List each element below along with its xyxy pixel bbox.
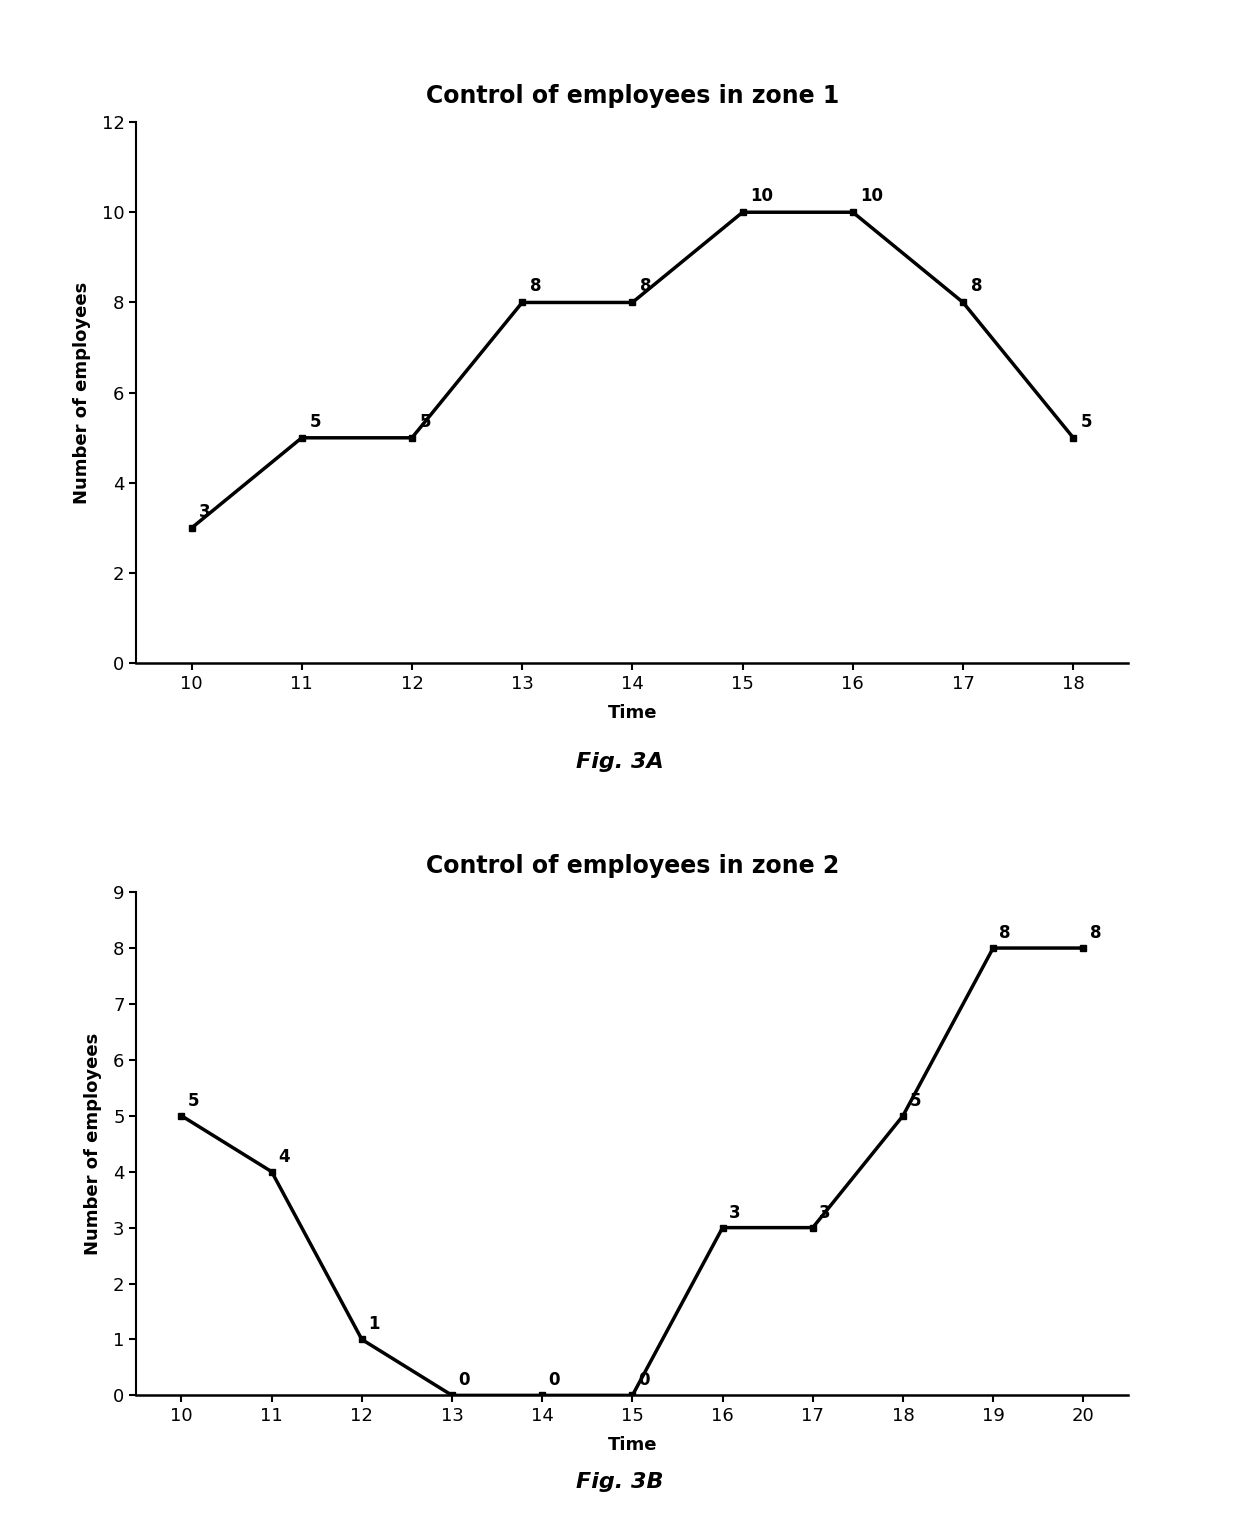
Y-axis label: Number of employees: Number of employees — [84, 1032, 102, 1255]
Text: 3: 3 — [729, 1203, 740, 1222]
Text: 5: 5 — [909, 1092, 921, 1110]
Text: 8: 8 — [640, 278, 651, 296]
Text: 0: 0 — [459, 1371, 470, 1389]
Text: 3: 3 — [200, 503, 211, 520]
Text: 8: 8 — [999, 924, 1011, 942]
X-axis label: Time: Time — [608, 705, 657, 723]
Text: 5: 5 — [187, 1092, 200, 1110]
Text: 8: 8 — [1090, 924, 1101, 942]
X-axis label: Time: Time — [608, 1437, 657, 1455]
Text: 10: 10 — [750, 188, 774, 204]
Text: 0: 0 — [548, 1371, 560, 1389]
Text: 5: 5 — [419, 413, 432, 430]
Title: Control of employees in zone 1: Control of employees in zone 1 — [425, 84, 839, 108]
Text: 0: 0 — [639, 1371, 650, 1389]
Text: 5: 5 — [310, 413, 321, 430]
Text: 1: 1 — [368, 1316, 379, 1333]
Text: 3: 3 — [820, 1203, 831, 1222]
Text: 5: 5 — [1081, 413, 1092, 430]
Text: 10: 10 — [861, 188, 884, 204]
Title: Control of employees in zone 2: Control of employees in zone 2 — [425, 854, 839, 878]
Y-axis label: Number of employees: Number of employees — [73, 282, 91, 503]
Text: 8: 8 — [971, 278, 982, 296]
Text: 8: 8 — [529, 278, 542, 296]
Text: Fig. 3A: Fig. 3A — [577, 752, 663, 773]
Text: Fig. 3B: Fig. 3B — [577, 1472, 663, 1493]
Text: 4: 4 — [278, 1148, 290, 1165]
